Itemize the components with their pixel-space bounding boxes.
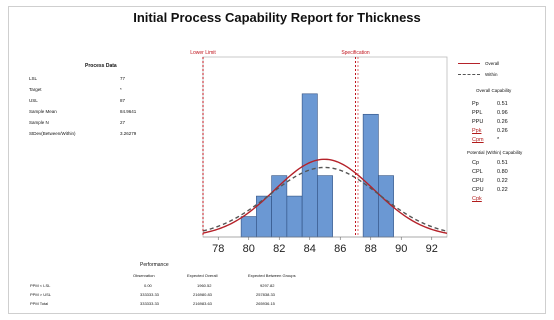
histogram-bar (240, 216, 257, 238)
process-data-heading: Process Data (85, 63, 117, 69)
capability-value: 0.96 (497, 110, 508, 116)
performance-cell: 9297.82 (260, 283, 275, 288)
x-tick-label: 80 (243, 243, 255, 255)
performance-cell: 216980.83 (193, 292, 212, 297)
histogram-bar (286, 195, 303, 238)
histogram-bar (317, 175, 333, 238)
legend-swatch-overall (458, 63, 480, 64)
performance-cell: 265936.15 (256, 301, 275, 306)
potential-capability-row: Cp 0.51 (472, 160, 542, 168)
process-data-value: 84.9641 (120, 109, 137, 114)
histogram-bar (362, 113, 379, 238)
process-data-label: Target (29, 87, 42, 92)
process-data-value: 87 (120, 98, 126, 103)
process-data-row: StDev(Between/Within) 3.26279 (29, 131, 179, 138)
process-data-value: 77 (120, 76, 126, 81)
x-tick-label: 92 (426, 243, 438, 255)
process-data-label: Sample Mean (29, 109, 57, 114)
histogram-bars (240, 93, 394, 238)
performance-cell: 216983.63 (193, 301, 212, 306)
performance-cell: 257838.33 (256, 292, 275, 297)
overall-capability-row: Cpm * (472, 137, 542, 145)
capability-label: CPL (472, 169, 483, 175)
process-data-label: Sample N (29, 120, 49, 125)
process-data-value: 3.26279 (120, 131, 137, 136)
process-data-row: Sample Mean 84.9641 (29, 109, 179, 116)
report-title: Initial Process Capability Report for Th… (133, 10, 421, 25)
process-data-label: USL (29, 98, 38, 103)
x-tick-label: 90 (395, 243, 407, 255)
performance-cell: 0.00 (144, 283, 152, 288)
curve-within (202, 166, 448, 232)
capability-value: * (497, 137, 500, 143)
performance-row-label: PPM Total (30, 301, 49, 306)
capability-label: PPL (472, 110, 483, 116)
capability-label: Cpk (472, 196, 482, 202)
capability-label: CPU (472, 187, 484, 193)
process-data-row: LSL 77 (29, 76, 179, 83)
potential-capability-row: Cpk (472, 196, 542, 204)
capability-label: Pp (472, 101, 479, 107)
process-data-row: Sample N 27 (29, 120, 179, 127)
capability-value: 0.22 (497, 178, 508, 184)
performance-cell: 333333.33 (140, 301, 159, 306)
performance-row: PPM > USL 333333.33 216980.83 257838.33 (30, 292, 330, 299)
capability-label: Cp (472, 160, 480, 166)
process-data-row: USL 87 (29, 98, 179, 105)
performance-row-label: PPM < LSL (30, 283, 51, 288)
overall-capability-row: Ppk 0.26 (472, 128, 542, 136)
capability-value: 0.51 (497, 160, 508, 166)
potential-capability-heading: Potential (Within) Capability (467, 150, 523, 155)
capability-label: Ppk (472, 128, 482, 134)
performance-row: PPM < LSL 0.00 1960.52 9297.82 (30, 283, 330, 290)
curve-overall (202, 158, 448, 234)
overall-capability-heading: Overall Capability (476, 88, 512, 93)
performance-row-label: PPM > USL (30, 292, 52, 297)
spec-limit-label: Lower Limit (190, 50, 216, 56)
legend-label-overall: Overall (485, 61, 500, 66)
x-tick-label: 84 (304, 243, 316, 255)
distribution-curves (202, 158, 448, 234)
capability-value: 0.51 (497, 101, 508, 107)
capability-label: Cpm (472, 137, 484, 143)
process-data-value: 27 (120, 120, 126, 125)
x-tick-label: 86 (334, 243, 346, 255)
x-tick-label: 78 (212, 243, 224, 255)
legend-label-within: Within (485, 72, 498, 77)
x-tick-label: 82 (273, 243, 285, 255)
capability-label: CPU (472, 178, 484, 184)
x-tick-label: 88 (365, 243, 377, 255)
performance-column-header: Expected Between Groups (248, 273, 296, 278)
potential-capability-row: CPU 0.22 (472, 178, 542, 186)
legend-swatch-within (458, 74, 480, 75)
spec-limit-label: Specification (341, 50, 370, 56)
overall-capability-row: Pp 0.51 (472, 101, 542, 109)
performance-row: PPM Total 333333.33 216983.63 265936.15 (30, 301, 330, 308)
potential-capability-row: CPL 0.80 (472, 169, 542, 177)
performance-cell: 333333.33 (140, 292, 159, 297)
spec-limit-lines: Lower Limit Specification (190, 50, 370, 237)
x-axis-ticks: 78 80 82 84 86 88 90 92 (212, 237, 438, 255)
process-data-label: LSL (29, 76, 38, 81)
performance-column-header: Expected Overall (187, 273, 218, 278)
performance-heading: Performance (140, 262, 169, 268)
overall-capability-row: PPU 0.26 (472, 119, 542, 127)
overall-capability-row: PPL 0.96 (472, 110, 542, 118)
capability-value: 0.80 (497, 169, 508, 175)
performance-cell: 1960.52 (197, 283, 212, 288)
capability-value: 0.26 (497, 128, 508, 134)
process-data-value: * (120, 87, 122, 92)
capability-value: 0.26 (497, 119, 508, 125)
performance-column-header: Observation (133, 273, 155, 278)
capability-value: 0.22 (497, 187, 508, 193)
process-data-row: Target * (29, 87, 179, 94)
potential-capability-row: CPU 0.22 (472, 187, 542, 195)
capability-label: PPU (472, 119, 484, 125)
process-data-label: StDev(Between/Within) (29, 131, 76, 136)
